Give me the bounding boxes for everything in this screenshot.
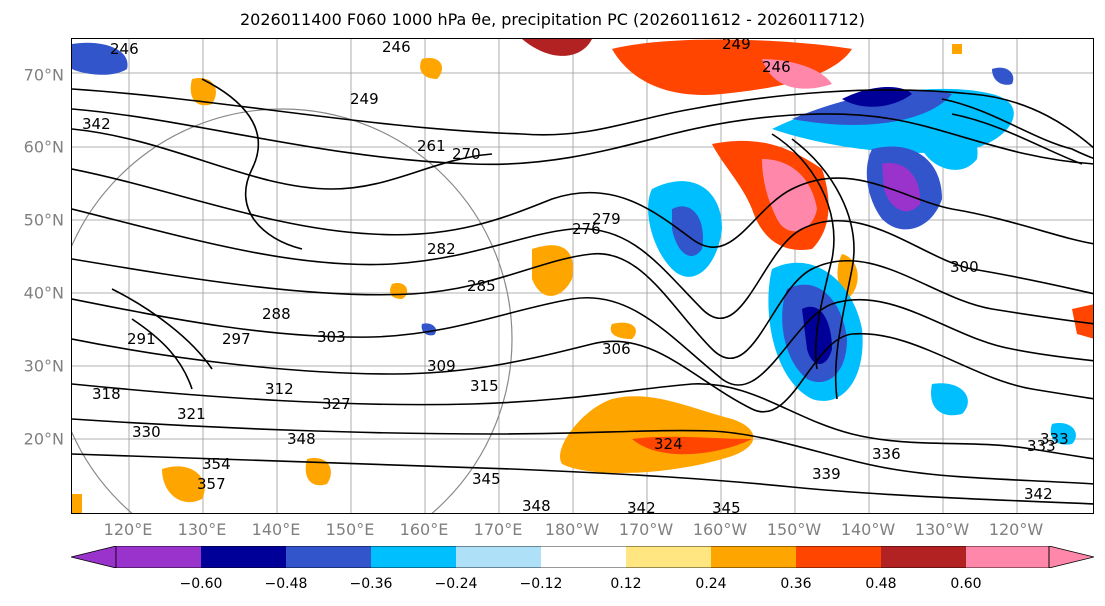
contour-label: 348 [287, 430, 316, 448]
contour-label: 249 [350, 90, 379, 108]
contour-label: 342 [82, 115, 111, 133]
map-canvas: 246 249 246 249 246 261 270 276 279 282 … [72, 39, 1093, 514]
lat-label: 60°N [23, 137, 64, 157]
colorbar-right-extension [1048, 546, 1094, 568]
lon-label: 140°W [840, 520, 896, 539]
colorbar-tick: −0.48 [264, 576, 308, 592]
contour-label: 246 [110, 40, 139, 58]
contour-label: 246 [762, 58, 791, 76]
map-panel: 246 249 246 249 246 261 270 276 279 282 … [71, 38, 1094, 514]
lon-label: 170°E [473, 520, 523, 539]
lon-label: 120°E [103, 520, 153, 539]
contour-label: 285 [467, 277, 496, 295]
contour-label: 300 [950, 258, 979, 276]
lon-label: 150°E [325, 520, 375, 539]
contour-label: 321 [177, 405, 206, 423]
contour-label: 315 [470, 377, 499, 395]
colorbar-segment [966, 546, 1049, 568]
lon-label: 180°W [544, 520, 600, 539]
contour-label: 279 [592, 210, 621, 228]
contour-label: 246 [382, 39, 411, 56]
precip-positive-shading [72, 39, 1093, 513]
contour-labels: 246 249 246 249 246 261 270 276 279 282 … [82, 39, 1069, 514]
lon-label: 160°W [692, 520, 748, 539]
lon-label: 130°W [914, 520, 970, 539]
contour-label: 345 [712, 499, 741, 514]
contour-label: 342 [627, 499, 656, 514]
contour-label: 297 [222, 330, 251, 348]
lon-label: 140°E [251, 520, 301, 539]
colorbar-tick: −0.24 [434, 576, 478, 592]
contour-label: 270 [452, 145, 481, 163]
colorbar-tick: 0.24 [695, 576, 727, 592]
colorbar-segment [371, 546, 456, 568]
contour-label: 339 [812, 465, 841, 483]
contour-label: 324 [654, 435, 683, 453]
colorbar-segment [116, 546, 201, 568]
lat-label: 70°N [23, 65, 64, 85]
theta-e-contours [72, 78, 1093, 505]
colorbar-tick: 0.60 [950, 576, 982, 592]
colorbar-tick: −0.60 [179, 576, 223, 592]
lon-label: 130°E [177, 520, 227, 539]
colorbar-segment [456, 546, 541, 568]
colorbar-segment [201, 546, 286, 568]
contour-label: 306 [602, 340, 631, 358]
colorbar-segment [286, 546, 371, 568]
contour-label: 318 [92, 385, 121, 403]
range-circle [72, 108, 513, 513]
contour-label: 333 [1040, 430, 1069, 448]
contour-label: 336 [872, 445, 901, 463]
lon-label: 150°W [766, 520, 822, 539]
lat-label: 50°N [23, 210, 64, 230]
colorbar-tick: 0.12 [610, 576, 642, 592]
colorbar-left-extension [71, 546, 117, 568]
colorbar-tick: −0.12 [519, 576, 563, 592]
colorbar-segment [626, 546, 711, 568]
colorbar-tick: 0.48 [865, 576, 897, 592]
contour-label: 276 [572, 220, 601, 238]
contour-label: 312 [265, 380, 294, 398]
contour-label: 357 [197, 475, 226, 493]
lat-label: 40°N [23, 283, 64, 303]
colorbar-segment [711, 546, 796, 568]
colorbar-segment [541, 546, 626, 568]
contour-label: 288 [262, 305, 291, 323]
colorbar [71, 546, 1094, 568]
contour-label: 333 [1027, 437, 1056, 455]
colorbar-tick: 0.36 [780, 576, 812, 592]
contour-label: 345 [472, 470, 501, 488]
figure-title: 2026011400 F060 1000 hPa θe, precipitati… [239, 10, 866, 29]
contour-label: 354 [202, 455, 231, 473]
contour-label: 330 [132, 423, 161, 441]
lon-label: 160°E [399, 520, 449, 539]
precip-negative-shading [72, 42, 1076, 445]
lon-label: 120°W [988, 520, 1044, 539]
contour-label: 348 [522, 497, 551, 514]
lat-label: 30°N [23, 356, 64, 376]
colorbar-tick: −0.36 [349, 576, 393, 592]
contour-label: 291 [127, 330, 156, 348]
colorbar-segment [796, 546, 881, 568]
lat-label: 20°N [23, 429, 64, 449]
contour-label: 342 [1024, 485, 1053, 503]
lon-label: 170°W [618, 520, 674, 539]
contour-label: 261 [417, 137, 446, 155]
contour-label: 303 [317, 328, 346, 346]
contour-label: 327 [322, 395, 351, 413]
contour-label: 282 [427, 240, 456, 258]
colorbar-segment [881, 546, 966, 568]
contour-label: 309 [427, 357, 456, 375]
contour-label: 249 [722, 39, 751, 53]
